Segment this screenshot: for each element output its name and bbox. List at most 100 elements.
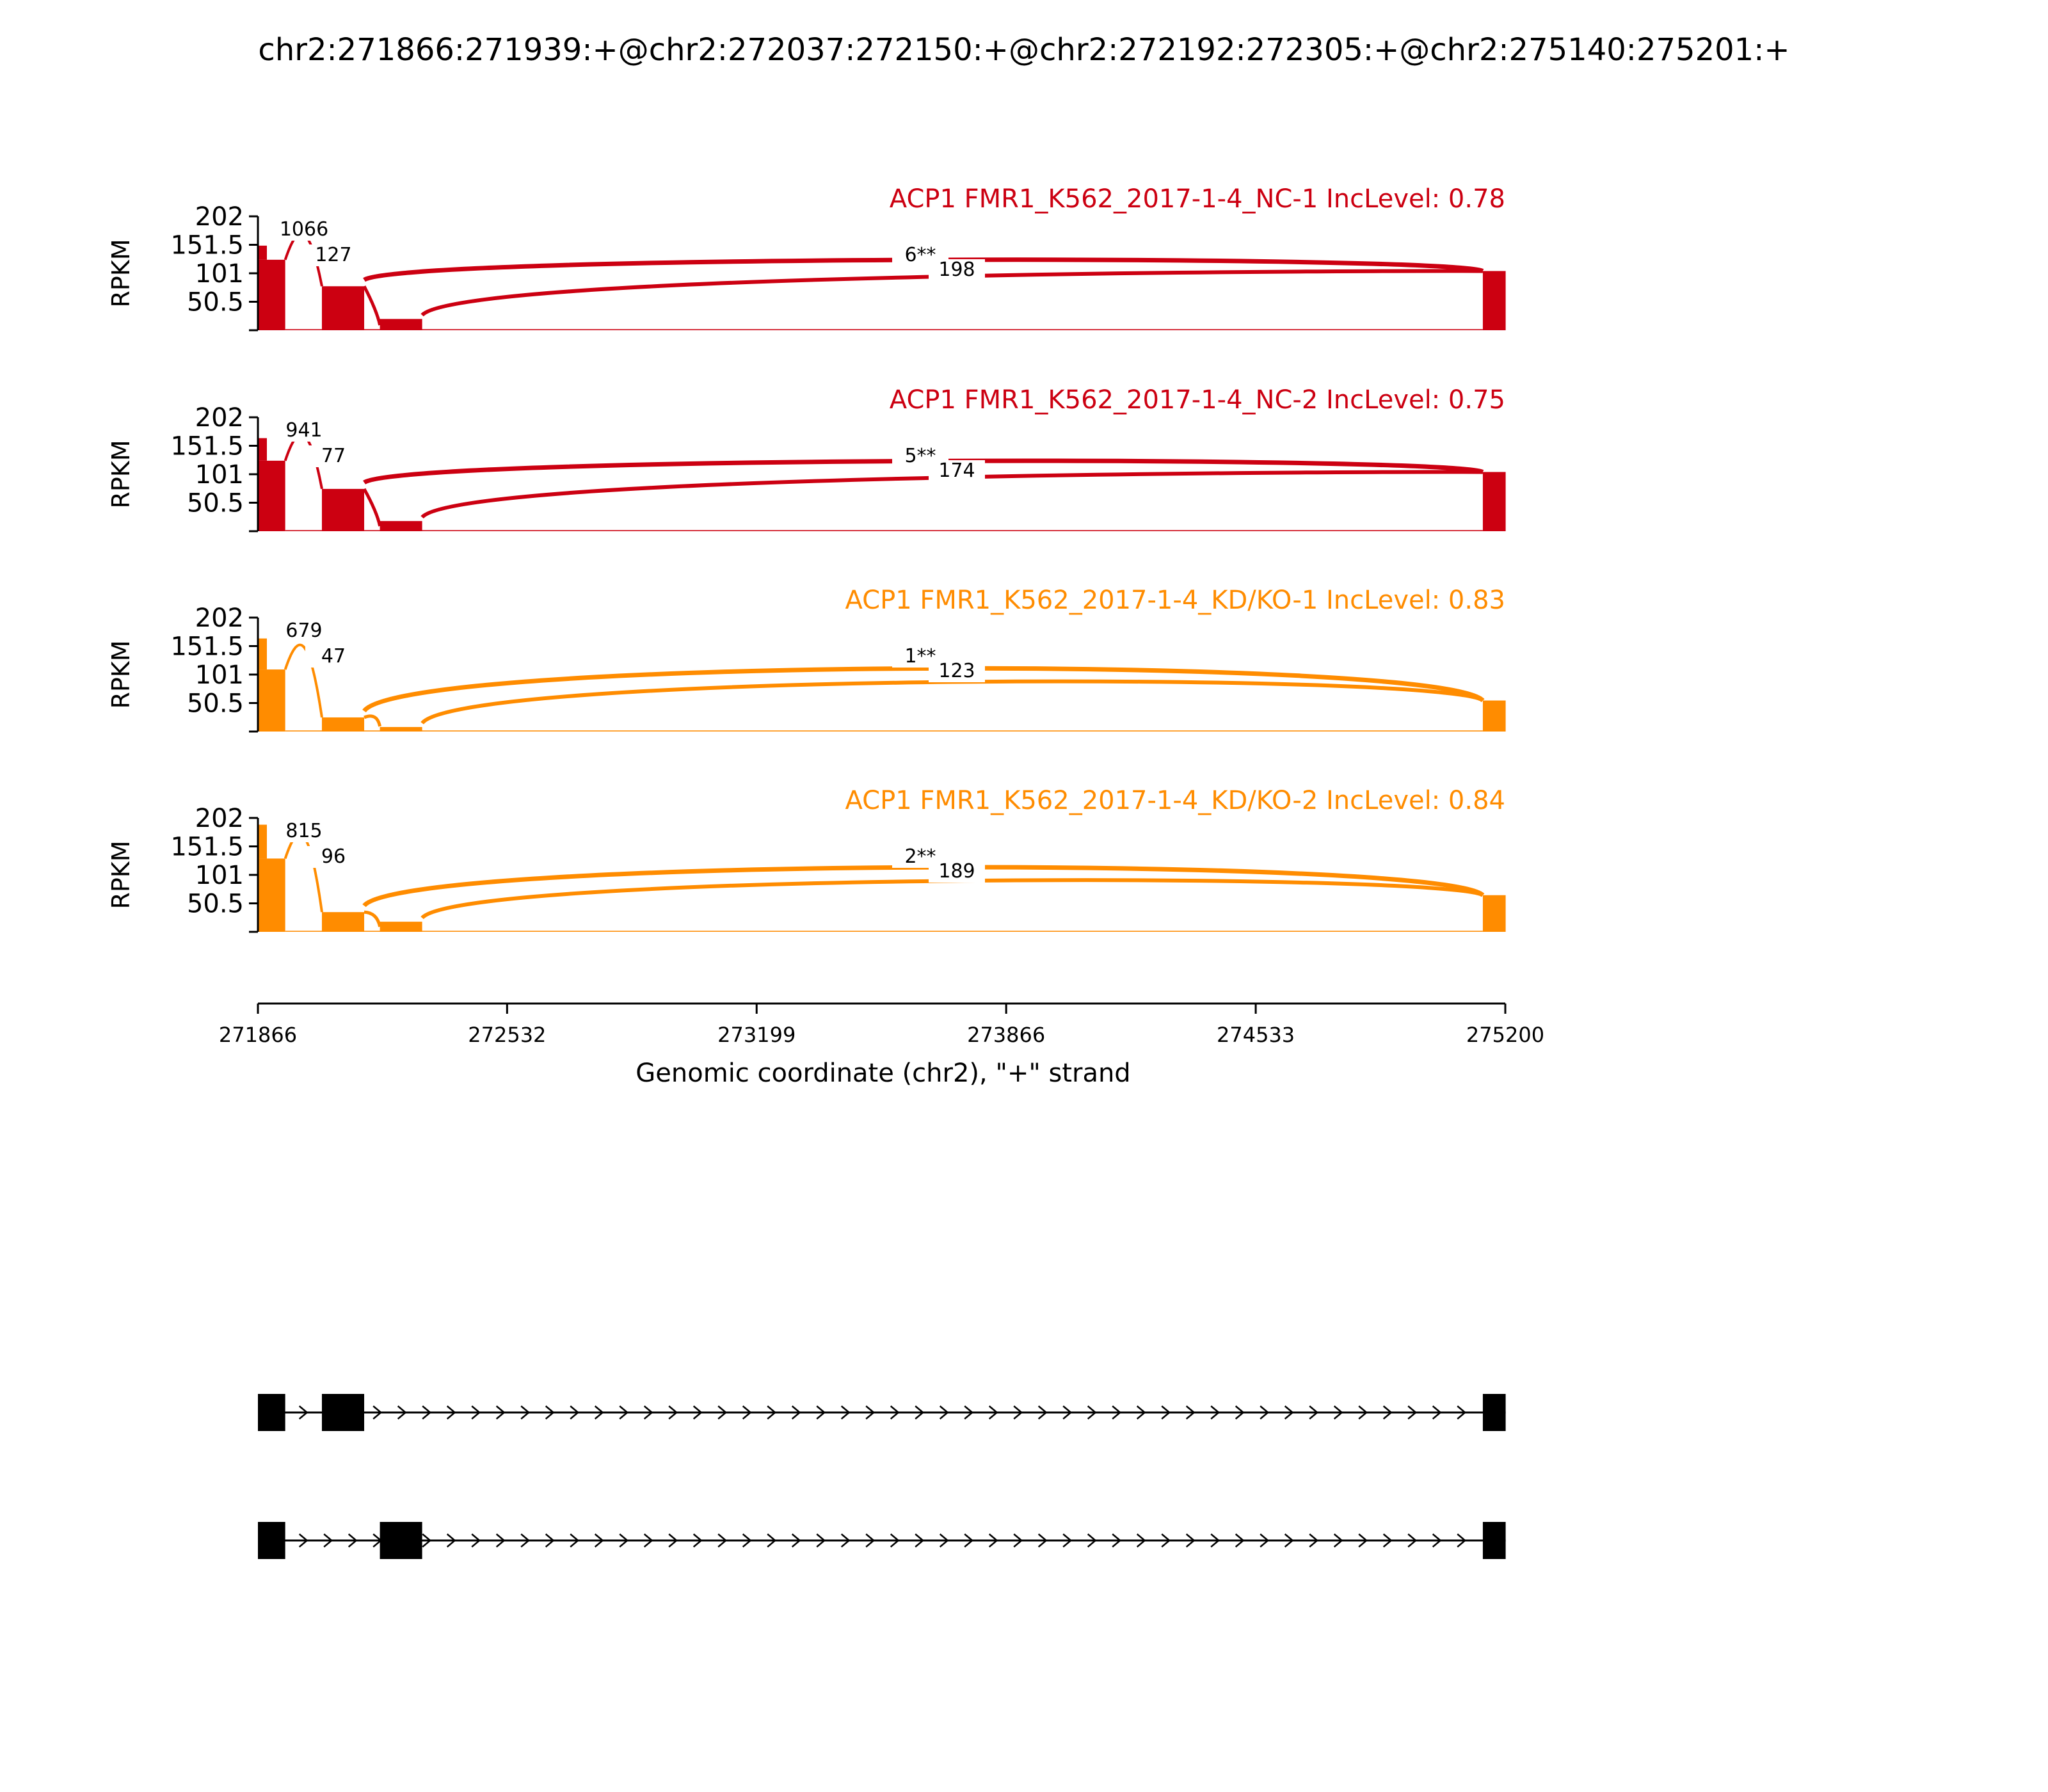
junction-arc [362,488,382,527]
junction-arc [420,878,1484,920]
exon1-peak-coverage [258,245,267,260]
junction-count-background [929,259,985,281]
junction-count-background [276,219,332,241]
strand-arrow [1333,1533,1343,1548]
strand-arrow [397,1405,407,1420]
junction-count: 123 [929,660,985,682]
junction-count-label: 123 [938,660,975,682]
junction-count-background [929,460,985,482]
junction-count: 189 [929,860,985,883]
strand-arrow [939,1405,949,1420]
exon3-coverage [380,922,422,932]
y-tick-label: 101 [195,861,244,890]
strand-arrow [1013,1533,1023,1548]
strand-arrow [742,1533,752,1548]
strand-arrow [840,1533,851,1548]
strand-arrow [988,1533,998,1548]
strand-arrow [594,1405,604,1420]
strand-arrow [570,1405,580,1420]
strand-arrow [446,1533,456,1548]
strand-arrow [791,1405,801,1420]
y-axis-label: RPKM [107,640,135,708]
exon-box [258,1394,285,1431]
y-tick-label: 101 [195,259,244,289]
x-tick-label: 275200 [1466,1023,1544,1047]
junction-count-label: 127 [315,244,351,266]
junction-count-label: 815 [285,820,322,842]
strand-arrow [520,1533,531,1548]
y-tick-label: 151.5 [170,632,244,662]
y-axis-label: RPKM [107,840,135,909]
strand-arrow [1037,1533,1048,1548]
strand-arrow [323,1533,333,1548]
strand-arrow [545,1405,555,1420]
track-label: ACP1 FMR1_K562_2017-1-4_KD/KO-1 IncLevel… [845,586,1505,615]
strand-arrow [1309,1533,1319,1548]
strand-arrow [446,1405,456,1420]
junction-count-background [276,420,332,442]
transcript-models [258,1394,1506,1559]
junction-count-background [276,820,332,842]
strand-arrow [422,1405,432,1420]
strand-arrow [1087,1405,1097,1420]
strand-arrow [1457,1533,1467,1548]
junction-count-label: 47 [321,645,346,668]
strand-arrow [1382,1405,1393,1420]
y-tick-label: 202 [195,804,244,833]
exon4-coverage [1482,700,1506,732]
y-tick-label: 50.5 [187,489,244,518]
strand-arrow [1185,1405,1196,1420]
y-tick-label: 202 [195,202,244,232]
intron-coverage [285,931,1483,932]
y-tick-label: 101 [195,460,244,490]
strand-arrow [742,1405,752,1420]
x-axis-label: Genomic coordinate (chr2), "+" strand [636,1059,1130,1088]
strand-arrow [495,1405,506,1420]
junction-count: 127 [305,244,362,266]
strand-arrow [1333,1405,1343,1420]
exon-box [258,1522,285,1559]
exon1-coverage [258,460,285,531]
x-axis: 271866 272532 273199 273866 274533 275200 [219,1002,1544,1047]
strand-arrow [422,1533,432,1548]
exon1-coverage [258,669,285,732]
intron-coverage [285,730,1483,732]
y-tick-label: 151.5 [170,833,244,862]
strand-arrow [372,1405,383,1420]
exon2-coverage [321,717,365,732]
exon2-coverage [321,912,365,932]
exon1-peak-coverage [258,438,267,461]
exon-box [321,1394,365,1431]
junction-arc [362,666,1485,713]
strand-arrow [1260,1533,1270,1548]
exon-box [1482,1394,1506,1431]
strand-arrow [865,1533,876,1548]
strand-arrow [717,1405,728,1420]
strand-arrow [471,1405,481,1420]
junction-arc [362,285,382,326]
junction-count-label: 1066 [280,218,328,241]
strand-arrow [1407,1405,1418,1420]
strand-arrow [1284,1533,1294,1548]
junction-count-background [305,244,362,266]
y-tick-label: 50.5 [187,890,244,919]
junction-count: 679 [276,620,332,642]
x-tick-label: 271866 [219,1023,297,1047]
strand-arrow [619,1405,629,1420]
junction-arc [284,643,323,718]
junction-count: 77 [305,445,362,467]
junction-count-background [276,620,332,642]
strand-arrow [495,1533,506,1548]
y-tick-label: 202 [195,403,244,433]
strand-arrow [988,1405,998,1420]
junction-count-label: 189 [938,860,975,883]
exon3-coverage [380,726,422,732]
strand-arrow [298,1533,308,1548]
strand-arrow [1260,1405,1270,1420]
junction-arc [362,865,1485,908]
junction-count-label: 174 [938,460,975,482]
